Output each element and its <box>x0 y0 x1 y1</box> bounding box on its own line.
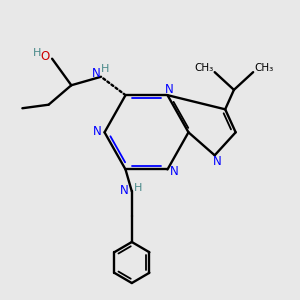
Text: H: H <box>101 64 110 74</box>
Text: N: N <box>165 82 174 96</box>
Text: N: N <box>92 67 100 80</box>
Text: CH₃: CH₃ <box>195 63 214 73</box>
Text: N: N <box>213 155 222 168</box>
Text: CH₃: CH₃ <box>254 63 273 73</box>
Text: N: N <box>120 184 128 197</box>
Text: H: H <box>134 183 142 193</box>
Text: O: O <box>40 50 50 63</box>
Text: N: N <box>92 125 101 138</box>
Text: N: N <box>169 165 178 178</box>
Text: H: H <box>33 48 42 59</box>
